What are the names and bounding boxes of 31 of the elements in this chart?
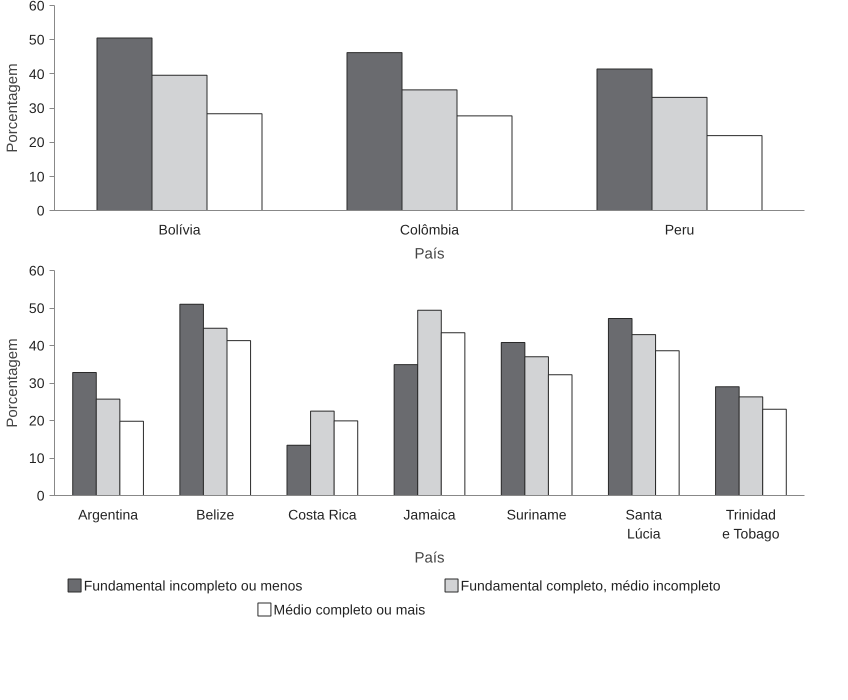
x-tick-label: Jamaica	[403, 506, 456, 522]
y-axis-title: Porcentagem	[4, 63, 21, 153]
y-tick-label: 10	[28, 450, 45, 466]
y-tick-label: 60	[28, 262, 45, 278]
x-tick-label: Argentina	[78, 506, 138, 522]
x-tick-label: Costa Rica	[288, 506, 357, 522]
legend-label: Fundamental completo, médio incompleto	[460, 578, 721, 594]
x-axis-title: País	[414, 246, 445, 262]
y-tick-label: 10	[28, 168, 45, 184]
y-tick-label: 40	[28, 66, 45, 82]
y-tick-label: 20	[28, 134, 45, 150]
y-axis-title: Porcentagem	[4, 338, 21, 428]
y-tick-label: 50	[28, 32, 45, 48]
legend-label: Fundamental incompleto ou menos	[84, 578, 302, 594]
y-tick-label: 40	[28, 338, 45, 354]
y-tick-label: 50	[28, 300, 45, 316]
y-tick-label: 60	[28, 0, 45, 14]
x-axis-title: País	[414, 550, 445, 567]
x-tick-label: Santa Lúcia	[625, 506, 662, 542]
x-tick-label: Suriname	[506, 506, 567, 522]
y-tick-label: 0	[36, 488, 45, 504]
x-tick-label: Trinidad e Tobago	[722, 506, 780, 542]
x-tick-label: Bolívia	[158, 222, 201, 238]
y-tick-label: 20	[28, 412, 45, 428]
y-tick-label: 30	[28, 100, 45, 116]
y-tick-label: 30	[28, 375, 45, 391]
x-tick-label: Peru	[664, 222, 694, 238]
y-tick-label: 0	[36, 202, 45, 218]
x-tick-label: Colômbia	[400, 222, 460, 238]
x-tick-label: Belize	[196, 506, 234, 522]
legend-label: Médio completo ou mais	[274, 602, 426, 618]
